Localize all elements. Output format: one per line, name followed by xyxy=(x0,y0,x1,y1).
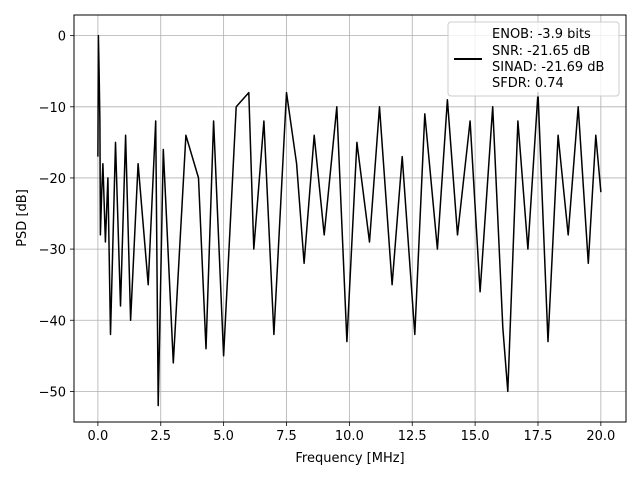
x-axis-ticks: 0.0 2.5 5.0 7.5 10.0 12.5 15.0 17.5 20.0 xyxy=(88,422,615,444)
y-tick-label: −40 xyxy=(39,314,66,329)
legend-sinad: SINAD: -21.69 dB xyxy=(492,60,604,75)
x-tick-label: 7.5 xyxy=(276,429,297,444)
y-tick-label: −30 xyxy=(39,243,66,258)
x-tick-label: 17.5 xyxy=(524,429,553,444)
y-tick-label: 0 xyxy=(58,30,66,45)
legend: ENOB: -3.9 bits SNR: -21.65 dB SINAD: -2… xyxy=(447,21,620,97)
legend-sfdr: SFDR: 0.74 xyxy=(492,76,564,91)
x-tick-label: 2.5 xyxy=(150,429,171,444)
psd-series xyxy=(97,34,602,407)
psd-line xyxy=(97,34,602,407)
y-tick-label: −10 xyxy=(39,101,66,116)
y-axis-label: PSD [dB] xyxy=(15,189,30,247)
y-axis-ticks: 0 −10 −20 −30 −40 −50 xyxy=(39,30,74,400)
y-tick-label: −50 xyxy=(39,385,66,400)
x-tick-label: 12.5 xyxy=(398,429,427,444)
x-tick-label: 5.0 xyxy=(213,429,234,444)
x-tick-label: 15.0 xyxy=(461,429,490,444)
plot-frame xyxy=(73,14,627,423)
legend-snr: SNR: -21.65 dB xyxy=(492,44,590,59)
legend-box xyxy=(447,21,620,97)
legend-enob: ENOB: -3.9 bits xyxy=(492,27,591,42)
x-tick-label: 20.0 xyxy=(586,429,615,444)
x-tick-label: 10.0 xyxy=(335,429,364,444)
x-tick-label: 0.0 xyxy=(88,429,109,444)
x-axis-label: Frequency [MHz] xyxy=(295,451,404,466)
y-tick-label: −20 xyxy=(39,172,66,187)
